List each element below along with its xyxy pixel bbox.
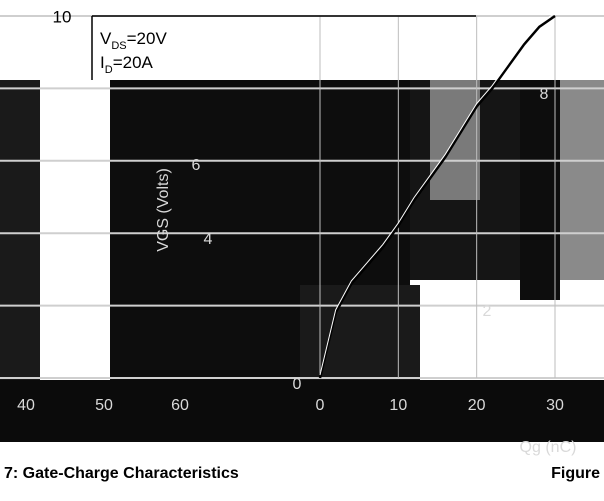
annotation-id: ID=20A [100, 53, 154, 76]
extra-x-tick-label-2: 60 [171, 397, 189, 414]
extra-x-tick-label-1: 50 [95, 397, 113, 414]
y-axis-label: VGS (Volts) [155, 168, 172, 252]
figure-caption: 7: Gate-Charge Characteristics [4, 465, 239, 482]
series-highlight-0 [319, 12, 556, 376]
y-tick-label-1: 2 [483, 303, 492, 320]
annotation-vds: VDS=20V [100, 29, 167, 52]
y-tick-label-3: 6 [192, 157, 201, 174]
y-tick-label-4: 8 [540, 86, 549, 103]
y-tick-labels: 0 2 4 6 8 10 [53, 7, 549, 393]
x-tick-label-1: 10 [389, 397, 407, 414]
series-line-0 [318, 14, 556, 379]
x-tick-label-2: 20 [468, 397, 486, 414]
extra-x-tick-label-0: 40 [17, 397, 35, 414]
x-axis-label: Qg (nC) [520, 439, 577, 456]
background-artifacts [0, 80, 604, 442]
y-tick-label-5: 10 [53, 7, 72, 26]
x-tick-label-0: 0 [316, 397, 325, 414]
chart-series [318, 12, 556, 379]
figure-label: Figure [551, 465, 600, 482]
y-tick-label-0: 0 [293, 376, 302, 393]
x-tick-label-3: 30 [546, 397, 564, 414]
y-tick-label-2: 4 [204, 231, 213, 248]
chart-grid [0, 15, 604, 379]
x-tick-labels: 0 10 20 30 40 50 60 [17, 397, 564, 414]
